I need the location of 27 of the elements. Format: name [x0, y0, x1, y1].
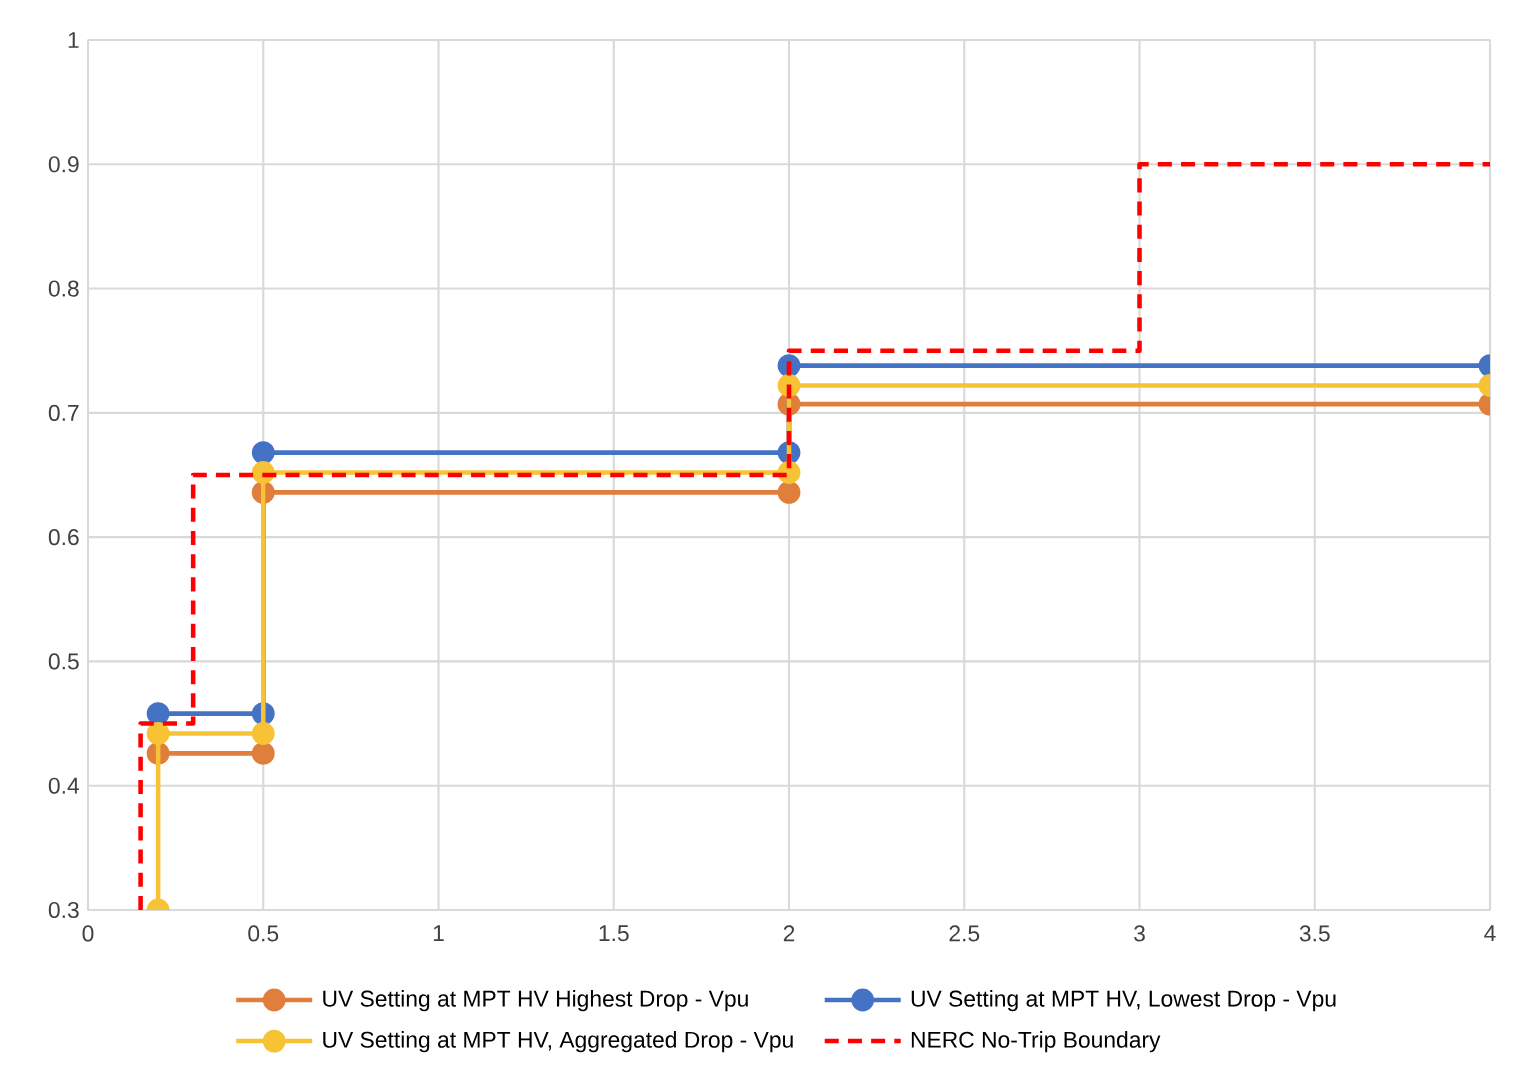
- point: [146, 702, 170, 726]
- y-tick-label: 0.8: [48, 280, 79, 297]
- y-tick-label: 0.4: [48, 777, 79, 794]
- legend-label: NERC No-Trip Boundary: [911, 1031, 1161, 1053]
- x-tick-label: 3.5: [1299, 925, 1330, 942]
- legend-label: UV Setting at MPT HV, Aggregated Drop - Vpu: [323, 1031, 793, 1053]
- x-tick-label: 4: [1484, 925, 1496, 942]
- y-tick-label: 0.3: [48, 901, 79, 919]
- y-tick-label: 1: [68, 32, 79, 48]
- y-tick-label: 0.9: [48, 156, 79, 173]
- y-tick-label: 0.6: [48, 529, 79, 546]
- x-tick-label: 1.5: [599, 925, 629, 942]
- point: [146, 722, 170, 745]
- x-tick-label: 0: [82, 925, 94, 942]
- x-tick-label: 0.5: [248, 925, 279, 942]
- legend-label: UV Setting at MPT HV Highest Drop - Vpu: [323, 990, 748, 1012]
- line-series: [138, 161, 1491, 910]
- x-tick-label: 2: [783, 925, 795, 942]
- point: [251, 722, 275, 745]
- y-tick-label: 0.5: [48, 653, 79, 670]
- point: [251, 441, 275, 465]
- point: [251, 741, 275, 765]
- legend-label: UV Setting at MPT HV, Lowest Drop - Vpu: [911, 990, 1336, 1012]
- x-tick-label: 3: [1134, 925, 1145, 942]
- y-tick-label: 0.7: [48, 404, 79, 421]
- x-tick-label: 1: [433, 925, 444, 942]
- x-tick-label: 2.5: [949, 925, 980, 942]
